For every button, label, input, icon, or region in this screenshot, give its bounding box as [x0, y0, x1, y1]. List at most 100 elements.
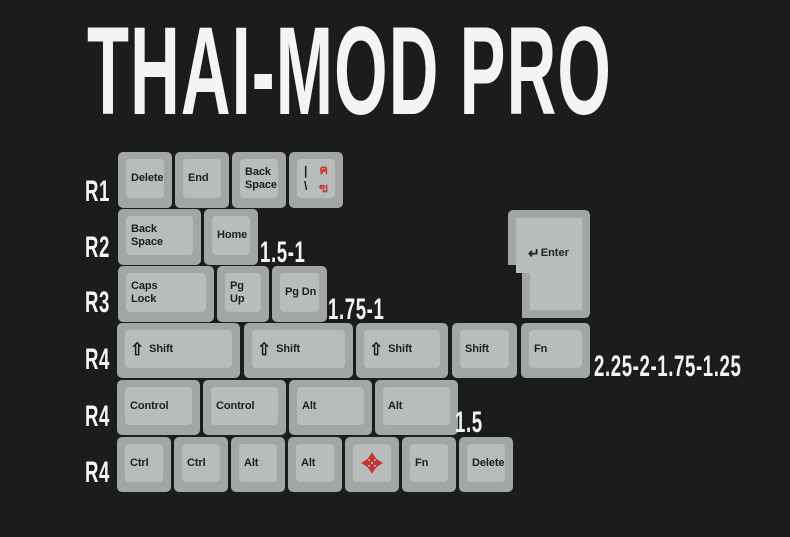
key-alt-15u-2: Alt [375, 380, 458, 435]
key-control-2: Control [203, 380, 286, 435]
key-iso-enter: ↵ Enter [508, 210, 590, 318]
keycap-top: Delete [126, 159, 164, 198]
keycap-top: ⇧ Shift [252, 330, 345, 368]
row-label-r4-3: R4 [85, 343, 111, 376]
key-legend: Fn [415, 456, 429, 469]
key-alt-1u-2: Alt [288, 437, 342, 492]
key-legend: Home [217, 229, 248, 242]
keycap-top: ⇧ Shift [364, 330, 440, 368]
keycap-top: Back Space [126, 216, 193, 255]
size-annotation: 1.5-1 [260, 236, 306, 269]
keycap-top: Fn [529, 330, 582, 368]
keycap-top: Home [212, 216, 250, 255]
key-pipe-thai: | \ ฅฃ [289, 152, 343, 208]
key-legend: Shift [465, 342, 489, 355]
key-legend: Pg Up [230, 279, 245, 305]
keycap-top: Caps Lock [126, 273, 206, 312]
key-legend-line: Caps [131, 279, 158, 292]
keycap-top: Alt [383, 387, 450, 425]
key-legend-text: Enter [540, 246, 569, 259]
size-annotation: 2.25-2-1.75-1.25 [594, 350, 742, 383]
key-delete-1u: Delete [459, 437, 513, 492]
key-fn-1u: Fn [402, 437, 456, 492]
keycap-top: Alt [296, 444, 334, 482]
keycap-top: | \ ฅฃ [297, 159, 335, 198]
row-label-r1-0: R1 [85, 175, 111, 208]
row-label-r4-4: R4 [85, 400, 111, 433]
row-label-r2-1: R2 [85, 231, 111, 264]
keycap-top [353, 444, 391, 482]
keycap-top [516, 218, 582, 310]
key-legend: Alt [302, 399, 317, 412]
key-legend: Delete [472, 456, 505, 469]
set-title: THAI-MOD PRO [87, 2, 612, 141]
keycap-top: Alt [297, 387, 364, 425]
keycap-top: Alt [239, 444, 277, 482]
key-legend: Pg Dn [285, 286, 317, 299]
keycap-top: Pg Up [225, 273, 261, 312]
keycap-top: Delete [467, 444, 505, 482]
key-legend-line: Space [131, 235, 163, 248]
key-legend-br-thai: ฃ [318, 180, 328, 195]
key-legend: Control [216, 399, 255, 412]
key-backspace-15u: Back Space [118, 209, 201, 265]
key-shift-175u: ⇧ Shift [356, 323, 448, 378]
key-ctrl-2: Ctrl [174, 437, 228, 492]
key-fn-125u: Fn [521, 323, 590, 378]
keycap-top: Ctrl [182, 444, 220, 482]
keycap-top: Control [125, 387, 192, 425]
return-arrow-icon: ↵ [528, 245, 540, 261]
key-alt-1u-1: Alt [231, 437, 285, 492]
key-legend: Ctrl [187, 456, 206, 469]
key-legend-line: Space [245, 178, 277, 191]
keycap-top: Ctrl [125, 444, 163, 482]
keycap-top: Shift [460, 330, 509, 368]
shift-arrow-icon: ⇧ [369, 339, 384, 359]
key-legend-tr-thai: ฅ [319, 162, 328, 177]
key-legend: Shift [276, 342, 301, 355]
key-home: Home [204, 209, 258, 265]
row-label-r3-2: R3 [85, 286, 111, 319]
key-legend: Alt [301, 456, 316, 469]
key-capslock: Caps Lock [118, 266, 214, 322]
key-backspace-1u: Back Space [232, 152, 286, 208]
key-pgup: Pg Up [217, 266, 269, 322]
key-delete-r1: Delete [118, 152, 172, 208]
key-legend: Alt [244, 456, 259, 469]
key-legend: Shift [149, 342, 174, 355]
key-legend: Shift [388, 342, 413, 355]
key-legend: End [188, 172, 209, 185]
key-ctrl-1: Ctrl [117, 437, 171, 492]
key-legend: Ctrl [130, 456, 149, 469]
key-legend-line: Back [245, 165, 271, 178]
key-legend-line: Lock [131, 292, 157, 305]
key-legend-line: Back [131, 222, 157, 235]
key-shift-125u: Shift [452, 323, 517, 378]
key-legend: Fn [534, 342, 548, 355]
keycap-top: Control [211, 387, 278, 425]
key-legend-tl: | [304, 164, 308, 178]
key-dpad [345, 437, 399, 492]
size-annotation: 1.5 [455, 406, 483, 439]
keycap-top: End [183, 159, 221, 198]
row-label-r4-5: R4 [85, 456, 111, 489]
key-legend: Control [130, 399, 169, 412]
key-control-1: Control [117, 380, 200, 435]
dpad-icon [361, 452, 383, 474]
key-legend-bl: \ [304, 179, 308, 193]
keycap-top: ⇧ Shift [125, 330, 232, 368]
keycap-top: Back Space [240, 159, 278, 198]
key-legend: Alt [388, 399, 403, 412]
key-legend: ↵ Enter [528, 246, 569, 260]
keycap-top: Pg Dn [280, 273, 319, 312]
key-pgdn: Pg Dn [272, 266, 327, 322]
keycap-top: Fn [410, 444, 448, 482]
shift-arrow-icon: ⇧ [257, 339, 272, 359]
key-alt-15u-1: Alt [289, 380, 372, 435]
key-shift-225u: ⇧ Shift [117, 323, 240, 378]
key-end: End [175, 152, 229, 208]
key-legend: Delete [131, 172, 164, 185]
shift-arrow-icon: ⇧ [130, 339, 145, 359]
size-annotation: 1.75-1 [328, 293, 385, 326]
